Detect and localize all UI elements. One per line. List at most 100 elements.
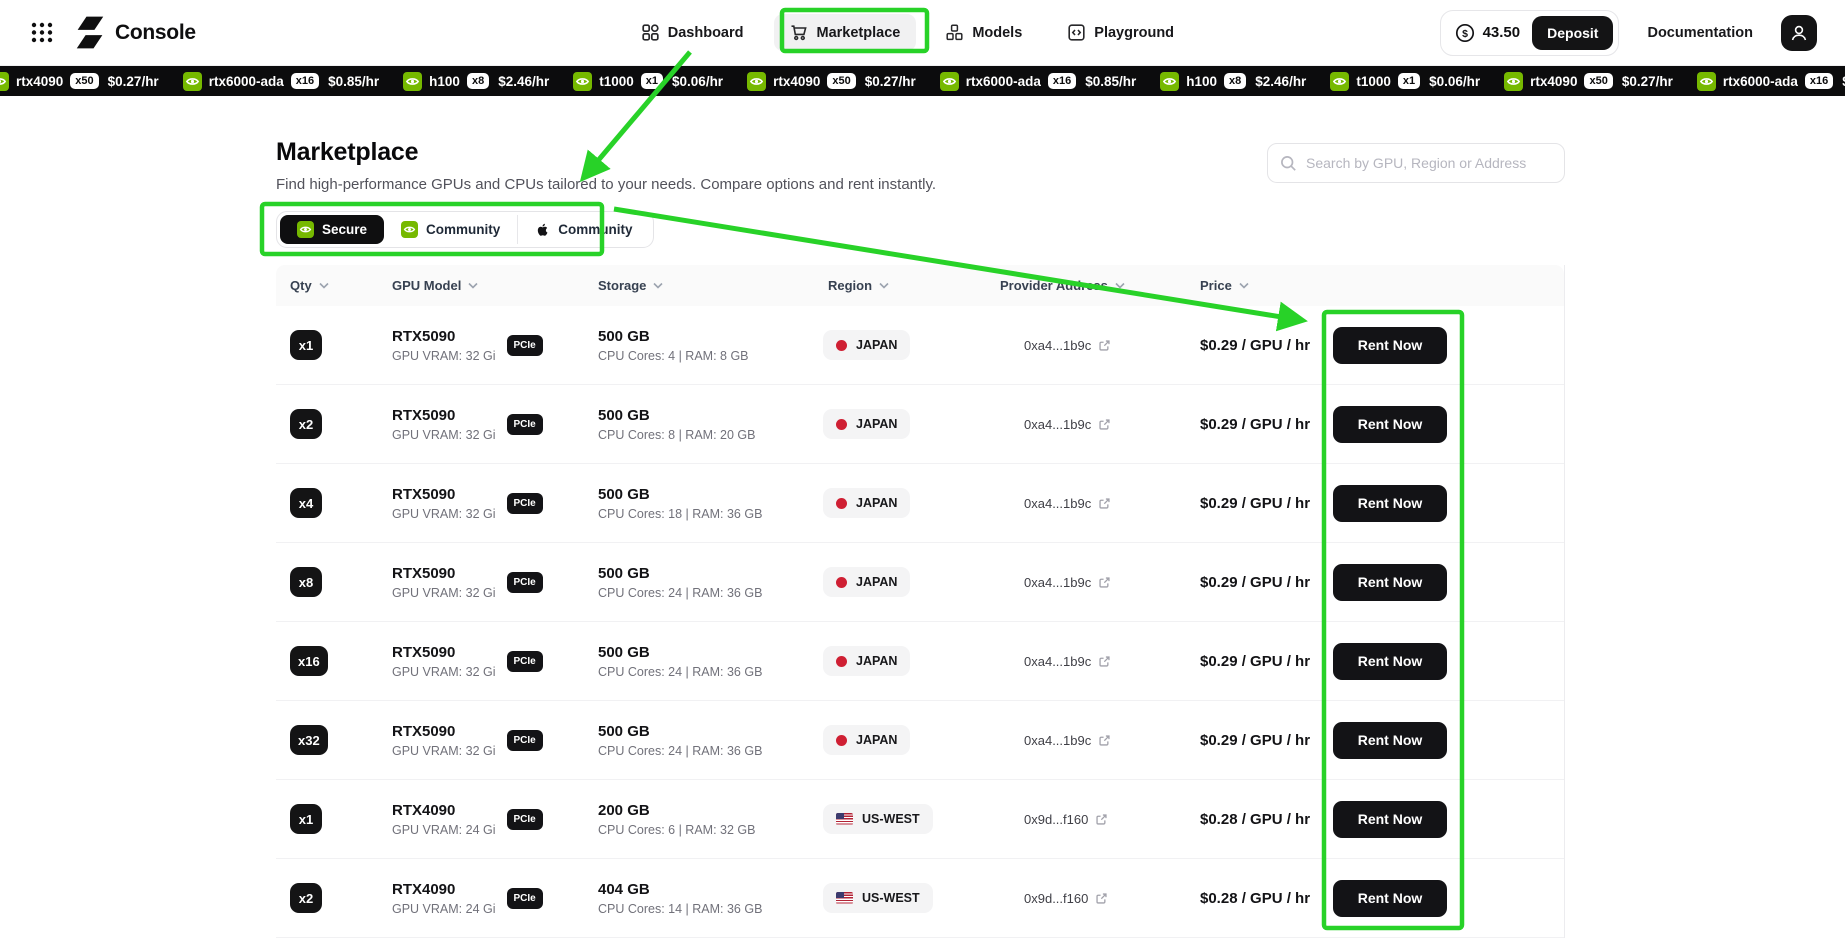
rent-now-button[interactable]: Rent Now: [1333, 721, 1447, 759]
column-header-storage[interactable]: Storage: [598, 278, 823, 293]
ticker-gpu-name: h100: [1186, 73, 1218, 89]
column-header-price[interactable]: Price: [1200, 278, 1333, 293]
storage-size: 500 GB: [598, 327, 650, 345]
column-header-qty[interactable]: Qty: [290, 278, 392, 293]
ticker-item: rtx4090 x50 $0.27/hr: [0, 71, 159, 91]
rent-now-button[interactable]: Rent Now: [1333, 563, 1447, 601]
nav-marketplace[interactable]: Marketplace: [773, 14, 917, 51]
table-row: x32 RTX5090 GPU VRAM: 32 Gi PCIe 500 GB …: [276, 701, 1564, 780]
gpu-vram: GPU VRAM: 32 Gi: [392, 348, 496, 363]
column-header-gpu-model[interactable]: GPU Model: [392, 278, 598, 293]
ticker-item: h100 x8 $2.46/hr: [403, 71, 549, 91]
rent-now-button[interactable]: Rent Now: [1333, 326, 1447, 364]
search-input[interactable]: [1306, 155, 1552, 171]
ticker-qty-badge: x50: [1584, 73, 1613, 89]
region-label: JAPAN: [856, 496, 898, 510]
nvidia-icon: [1696, 71, 1716, 91]
nvidia-icon: [573, 71, 593, 91]
avatar[interactable]: [1781, 14, 1817, 51]
gpu-vram: GPU VRAM: 32 Gi: [392, 427, 496, 442]
tab-item[interactable]: Community: [517, 215, 649, 244]
storage-size: 404 GB: [598, 880, 650, 898]
column-label: Qty: [290, 278, 312, 293]
gpu-vram: GPU VRAM: 32 Gi: [392, 743, 496, 758]
tab-item[interactable]: Secure: [280, 215, 385, 244]
cpu-ram-spec: CPU Cores: 6 | RAM: 32 GB: [598, 822, 756, 837]
chevron-down-icon: [1115, 282, 1125, 289]
cpu-ram-spec: CPU Cores: 8 | RAM: 20 GB: [598, 427, 756, 442]
nvidia-icon: [1330, 71, 1350, 91]
japan-flag-icon: [836, 339, 847, 351]
address-text: 0x9d...f160: [1024, 811, 1089, 827]
ticker-item: rtx6000-ada x16 $0.85/hr: [182, 71, 380, 91]
table-header: Qty GPU Model Storage Region Provider Ad…: [276, 265, 1564, 306]
provider-address-link[interactable]: 0x9d...f160: [1000, 812, 1200, 827]
tab-item[interactable]: Community: [384, 215, 517, 244]
ticker-qty-badge: x16: [290, 73, 320, 89]
nav-playground[interactable]: Playground: [1052, 14, 1190, 51]
app-grid-icon[interactable]: [30, 20, 55, 45]
table-row: x4 RTX5090 GPU VRAM: 32 Gi PCIe 500 GB C…: [276, 464, 1564, 543]
documentation-link[interactable]: Documentation: [1647, 24, 1753, 41]
provider-address-link[interactable]: 0xa4...1b9c: [1000, 338, 1200, 353]
gpu-model-name: RTX5090: [392, 722, 456, 740]
column-header-region[interactable]: Region: [823, 278, 1000, 293]
address-text: 0xa4...1b9c: [1024, 732, 1092, 748]
cpu-ram-spec: CPU Cores: 24 | RAM: 36 GB: [598, 743, 763, 758]
tab-label: Community: [426, 222, 501, 237]
marketplace-page: Marketplace Find high-performance GPUs a…: [276, 96, 1565, 938]
gpu-vram: GPU VRAM: 24 Gi: [392, 901, 496, 916]
nvidia-icon: [0, 71, 9, 91]
rent-now-button[interactable]: Rent Now: [1333, 879, 1447, 917]
gpu-vram: GPU VRAM: 32 Gi: [392, 664, 496, 679]
search-icon: [1280, 155, 1297, 172]
table-row: x16 RTX5090 GPU VRAM: 32 Gi PCIe 500 GB …: [276, 622, 1564, 701]
rent-now-button[interactable]: Rent Now: [1333, 800, 1447, 838]
qty-badge: x32: [290, 725, 328, 755]
storage-size: 500 GB: [598, 564, 650, 582]
cpu-ram-spec: CPU Cores: 4 | RAM: 8 GB: [598, 348, 749, 363]
user-icon: [1789, 23, 1809, 43]
storage-size: 500 GB: [598, 643, 650, 661]
nav-dashboard[interactable]: Dashboard: [626, 14, 760, 51]
logo-text: Console: [115, 20, 196, 44]
nvidia-icon: [297, 221, 314, 238]
ticker-price: $0.06/hr: [1429, 73, 1481, 89]
ticker-price: $2.46/hr: [1255, 73, 1307, 89]
table-row: x1 RTX5090 GPU VRAM: 32 Gi PCIe 500 GB C…: [276, 306, 1564, 385]
storage-size: 500 GB: [598, 722, 650, 740]
ticker-item: rtx4090 x50 $0.27/hr: [1504, 71, 1673, 91]
deposit-button[interactable]: Deposit: [1532, 15, 1614, 50]
provider-address-link[interactable]: 0xa4...1b9c: [1000, 575, 1200, 590]
address-text: 0xa4...1b9c: [1024, 495, 1092, 511]
playground-code-icon: [1068, 24, 1085, 41]
provider-address-link[interactable]: 0xa4...1b9c: [1000, 417, 1200, 432]
ticker-gpu-name: rtx6000-ada: [965, 73, 1041, 89]
qty-badge: x8: [290, 567, 322, 597]
ticker-price: $0.85/hr: [328, 73, 380, 89]
rent-now-button[interactable]: Rent Now: [1333, 642, 1447, 680]
nvidia-icon: [182, 71, 202, 91]
region-badge: US-WEST: [823, 804, 933, 834]
provider-address-link[interactable]: 0xa4...1b9c: [1000, 496, 1200, 511]
apple-icon: [535, 222, 550, 238]
pcie-badge: PCIe: [506, 492, 543, 514]
nav-models[interactable]: Models: [930, 14, 1038, 51]
rent-now-button[interactable]: Rent Now: [1333, 484, 1447, 522]
table-row: x2 RTX4090 GPU VRAM: 24 Gi PCIe 404 GB C…: [276, 859, 1564, 938]
provider-type-tabs: Secure Community Com: [276, 211, 654, 248]
region-badge: JAPAN: [823, 725, 911, 755]
region-badge: US-WEST: [823, 883, 933, 913]
rent-now-button[interactable]: Rent Now: [1333, 405, 1447, 443]
logo[interactable]: Console: [75, 16, 196, 49]
storage-size: 200 GB: [598, 801, 650, 819]
cpu-ram-spec: CPU Cores: 24 | RAM: 36 GB: [598, 585, 763, 600]
gpu-vram: GPU VRAM: 24 Gi: [392, 822, 496, 837]
column-header-provider-address[interactable]: Provider Address: [1000, 278, 1200, 293]
provider-address-link[interactable]: 0xa4...1b9c: [1000, 733, 1200, 748]
provider-address-link[interactable]: 0xa4...1b9c: [1000, 654, 1200, 669]
provider-address-link[interactable]: 0x9d...f160: [1000, 891, 1200, 906]
price: $0.28 / GPU / hr: [1200, 889, 1311, 907]
external-link-icon: [1095, 813, 1108, 826]
address-text: 0xa4...1b9c: [1024, 653, 1092, 669]
